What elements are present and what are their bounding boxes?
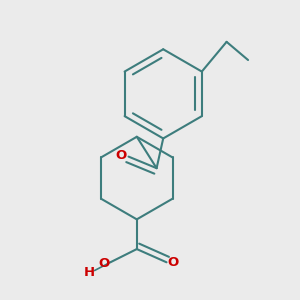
Text: O: O	[98, 257, 110, 270]
Text: H: H	[84, 266, 95, 279]
Text: O: O	[116, 149, 127, 162]
Text: O: O	[167, 256, 179, 269]
